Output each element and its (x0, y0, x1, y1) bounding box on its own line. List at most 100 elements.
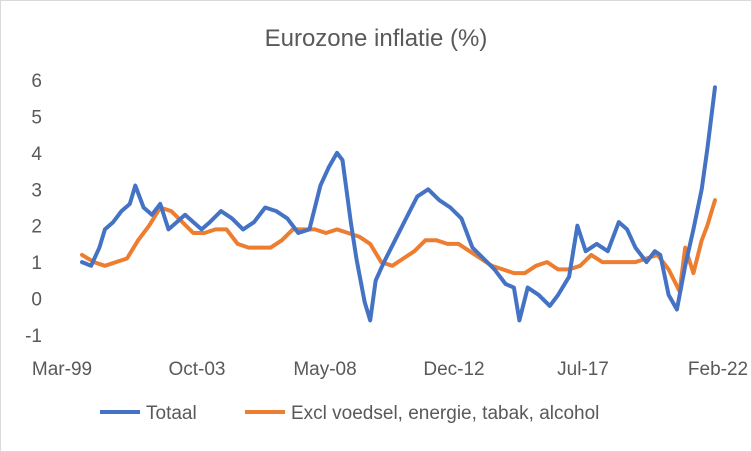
data-point (192, 221, 195, 223)
data-point (405, 217, 407, 220)
data-point (167, 228, 170, 231)
x-tick-label: Dec-12 (423, 359, 484, 380)
data-point (438, 199, 441, 201)
data-point (275, 210, 278, 212)
data-point (710, 115, 713, 118)
y-tick-label: 2 (31, 217, 42, 238)
data-point (253, 221, 255, 223)
data-point (104, 228, 106, 231)
data-point (493, 268, 496, 271)
data-point (402, 257, 405, 260)
data-point (281, 239, 283, 242)
y-tick-label: 3 (31, 180, 42, 201)
data-point (90, 265, 92, 267)
data-point (457, 243, 460, 245)
data-point (214, 228, 217, 231)
data-point (176, 221, 178, 223)
data-point (336, 228, 338, 231)
data-point (584, 250, 587, 252)
data-point (557, 268, 559, 271)
y-tick-label: 5 (31, 107, 42, 128)
data-point (383, 261, 385, 263)
data-point (504, 283, 507, 285)
data-point (518, 319, 521, 322)
data-point (297, 232, 300, 234)
data-point (546, 261, 548, 263)
legend-label-totaal: Totaal (146, 403, 197, 424)
data-point (714, 86, 716, 89)
data-point (654, 250, 656, 252)
y-tick-label: 6 (31, 71, 42, 92)
data-point (358, 235, 360, 238)
data-point (612, 261, 615, 263)
data-point (137, 239, 139, 242)
data-point (684, 246, 686, 249)
data-point (225, 228, 228, 231)
data-point (659, 254, 662, 256)
series-line-totaal (80, 85, 717, 323)
data-point (424, 239, 427, 242)
data-point (667, 268, 670, 271)
data-point (314, 228, 316, 231)
data-point (81, 254, 83, 256)
data-point (220, 210, 222, 212)
data-point (203, 232, 206, 234)
data-point (684, 265, 686, 267)
data-point (363, 301, 366, 304)
data-point (391, 265, 394, 267)
data-point (115, 261, 117, 263)
data-point (706, 224, 709, 227)
data-point (706, 148, 709, 150)
series-points-excl (81, 199, 716, 293)
data-point (98, 246, 101, 249)
data-point (634, 246, 637, 249)
data-point (449, 206, 452, 209)
data-point (336, 152, 338, 154)
data-point (126, 257, 128, 260)
data-point (513, 286, 515, 289)
data-point (568, 275, 570, 278)
data-point (607, 250, 609, 252)
data-point (134, 184, 137, 187)
chart-title: Eurozone inflatie (%) (265, 25, 488, 52)
data-point (416, 195, 419, 198)
data-point (129, 203, 131, 205)
data-point (142, 206, 145, 209)
data-point (369, 319, 372, 322)
data-point (557, 294, 559, 296)
data-point (81, 261, 83, 263)
data-point (524, 272, 526, 274)
data-point (700, 188, 703, 191)
series-points-totaal (81, 86, 716, 322)
data-point (170, 210, 172, 212)
y-tick-label: -1 (25, 326, 42, 347)
x-tick-label: Oct-03 (168, 359, 225, 380)
data-point (471, 246, 474, 249)
data-point (427, 188, 430, 191)
data-point (355, 257, 358, 260)
y-tick-label: 0 (31, 290, 42, 311)
data-point (269, 246, 272, 249)
data-point (380, 261, 383, 263)
data-point (537, 294, 540, 296)
data-point (120, 210, 123, 212)
x-tick-label: Mar-99 (32, 359, 92, 380)
data-point (676, 308, 678, 311)
data-point (325, 232, 327, 234)
data-point (369, 243, 372, 245)
data-point (535, 265, 537, 267)
data-point (374, 279, 377, 282)
data-point (192, 232, 195, 234)
legend: Totaal Excl voedsel, energie, tabak, alc… (100, 403, 599, 424)
data-point (112, 221, 114, 223)
data-point (549, 305, 551, 307)
x-axis-ticks: Mar-99 Oct-03 May-08 Dec-12 Jul-17 Feb-22 (32, 359, 748, 380)
data-point (327, 166, 330, 169)
x-tick-label: Feb-22 (688, 359, 748, 380)
y-axis-ticks: -1 0 1 2 3 4 5 6 (25, 71, 42, 347)
data-point (623, 261, 626, 263)
data-point (242, 228, 244, 231)
data-point (502, 268, 504, 271)
data-point (692, 272, 695, 274)
data-point (341, 159, 344, 161)
